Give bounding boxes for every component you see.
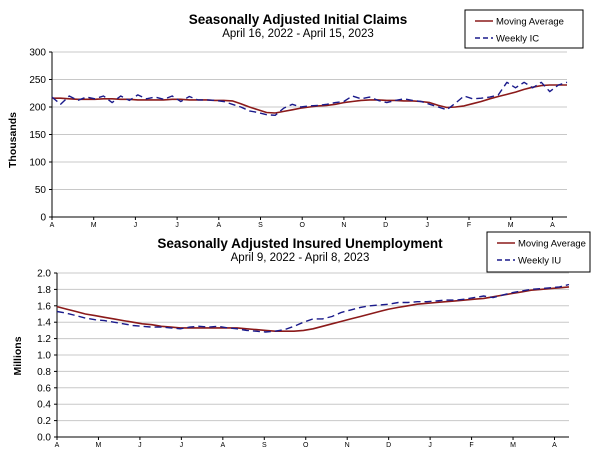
x-tick-label: N <box>341 222 346 229</box>
y-tick-label: 0.6 <box>37 383 51 394</box>
y-tick-label: 1.6 <box>37 301 51 312</box>
chart-subtitle: April 16, 2022 - April 15, 2023 <box>222 28 374 40</box>
legend-entry: Moving Average <box>518 239 586 250</box>
y-axis-label: Millions <box>12 336 24 375</box>
x-tick-label: S <box>258 222 263 229</box>
x-tick-label: M <box>96 442 102 449</box>
chart-subtitle: April 9, 2022 - April 8, 2023 <box>231 252 370 264</box>
x-tick-label: A <box>50 222 55 229</box>
x-tick-label: M <box>91 222 97 229</box>
legend-entry: Weekly IC <box>496 34 539 45</box>
legend: Moving Average Weekly IC <box>464 9 584 49</box>
x-tick-label: A <box>552 442 557 449</box>
y-tick-label: 1.2 <box>37 334 51 345</box>
x-tick-label: M <box>508 222 514 229</box>
y-tick-label: 0 <box>40 213 46 224</box>
chart-1: Seasonally Adjusted Initial ClaimsApril … <box>7 9 584 229</box>
series-line-weekly-iu <box>56 283 570 333</box>
x-tick-label: J <box>138 442 142 449</box>
y-tick-label: 1.8 <box>37 285 51 296</box>
y-tick-label: 250 <box>29 75 46 86</box>
series-line-moving-average <box>56 286 570 333</box>
y-tick-label: 0.2 <box>37 416 51 427</box>
series-line-weekly-ic <box>51 81 568 117</box>
series-line-moving-average <box>52 84 567 114</box>
x-tick-label: S <box>262 442 267 449</box>
legend-box <box>464 9 584 49</box>
y-tick-label: 0.0 <box>37 433 51 444</box>
x-tick-label: J <box>134 222 138 229</box>
y-tick-label: 0.8 <box>37 367 51 378</box>
x-tick-label: F <box>469 442 473 449</box>
x-tick-label: A <box>55 442 60 449</box>
y-tick-label: 50 <box>35 185 47 196</box>
chart-title: Seasonally Adjusted Initial Claims <box>189 12 408 27</box>
x-tick-label: J <box>180 442 184 449</box>
x-tick-label: A <box>220 442 225 449</box>
x-tick-label: D <box>383 222 388 229</box>
chart-2: Seasonally Adjusted Insured Unemployment… <box>12 231 591 449</box>
x-tick-label: M <box>510 442 516 449</box>
x-tick-label: J <box>428 442 432 449</box>
x-tick-label: D <box>386 442 391 449</box>
x-tick-label: N <box>345 442 350 449</box>
x-tick-label: J <box>426 222 430 229</box>
legend-box <box>486 231 591 273</box>
x-tick-label: A <box>550 222 555 229</box>
y-tick-label: 0.4 <box>37 400 51 411</box>
legend-entry: Weekly IU <box>518 256 561 267</box>
y-tick-label: 150 <box>29 130 46 141</box>
y-axis-label: Thousands <box>7 112 19 168</box>
x-tick-label: O <box>303 442 309 449</box>
legend-entry: Moving Average <box>496 17 564 28</box>
y-tick-label: 1.4 <box>37 318 51 329</box>
y-tick-label: 1.0 <box>37 351 51 362</box>
x-tick-label: A <box>216 222 221 229</box>
legend: Moving Average Weekly IU <box>486 231 591 273</box>
y-tick-label: 300 <box>29 48 46 59</box>
y-tick-label: 200 <box>29 103 46 114</box>
x-tick-label: O <box>299 222 305 229</box>
chart-title: Seasonally Adjusted Insured Unemployment <box>157 236 443 251</box>
x-tick-label: J <box>175 222 179 229</box>
y-tick-label: 100 <box>29 158 46 169</box>
y-tick-label: 2.0 <box>37 269 51 280</box>
x-tick-label: F <box>467 222 471 229</box>
